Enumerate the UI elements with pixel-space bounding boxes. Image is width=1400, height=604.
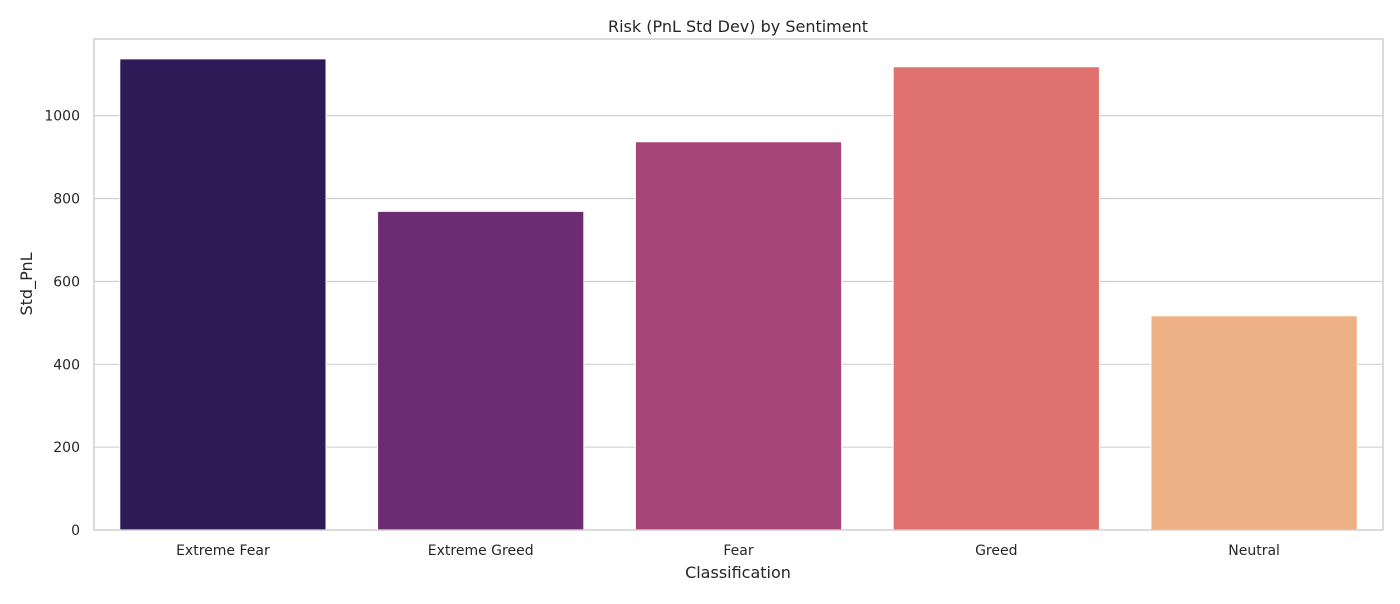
x-tick-label: Greed <box>975 543 1017 559</box>
y-tick-label: 0 <box>71 523 80 539</box>
bar-extreme-greed <box>377 210 585 531</box>
bar-greed <box>892 66 1100 531</box>
x-axis-title: Classification <box>685 563 791 582</box>
x-tick-label: Extreme Fear <box>176 543 270 559</box>
y-tick-label: 1000 <box>44 109 80 125</box>
x-tick-label: Extreme Greed <box>428 543 534 559</box>
bar-extreme-fear <box>119 58 327 531</box>
x-tick-label: Neutral <box>1228 543 1280 559</box>
y-tick-labels: 0 200 400 600 800 1000 <box>44 109 80 539</box>
x-tick-label: Fear <box>723 543 753 559</box>
plot-frame <box>93 38 1384 531</box>
x-tick-labels: Extreme Fear Extreme Greed Fear Greed Neutra… <box>176 543 1280 559</box>
bar-fear <box>634 141 843 531</box>
bar-neutral <box>1150 315 1358 531</box>
bars <box>119 58 1358 531</box>
y-tick-label: 800 <box>53 192 80 208</box>
y-axis-title: Std_PnL <box>17 252 37 315</box>
y-tick-label: 400 <box>53 357 80 373</box>
y-tick-label: 600 <box>53 274 80 290</box>
chart-title: Risk (PnL Std Dev) by Sentiment <box>608 17 868 36</box>
y-tick-label: 200 <box>53 440 80 456</box>
